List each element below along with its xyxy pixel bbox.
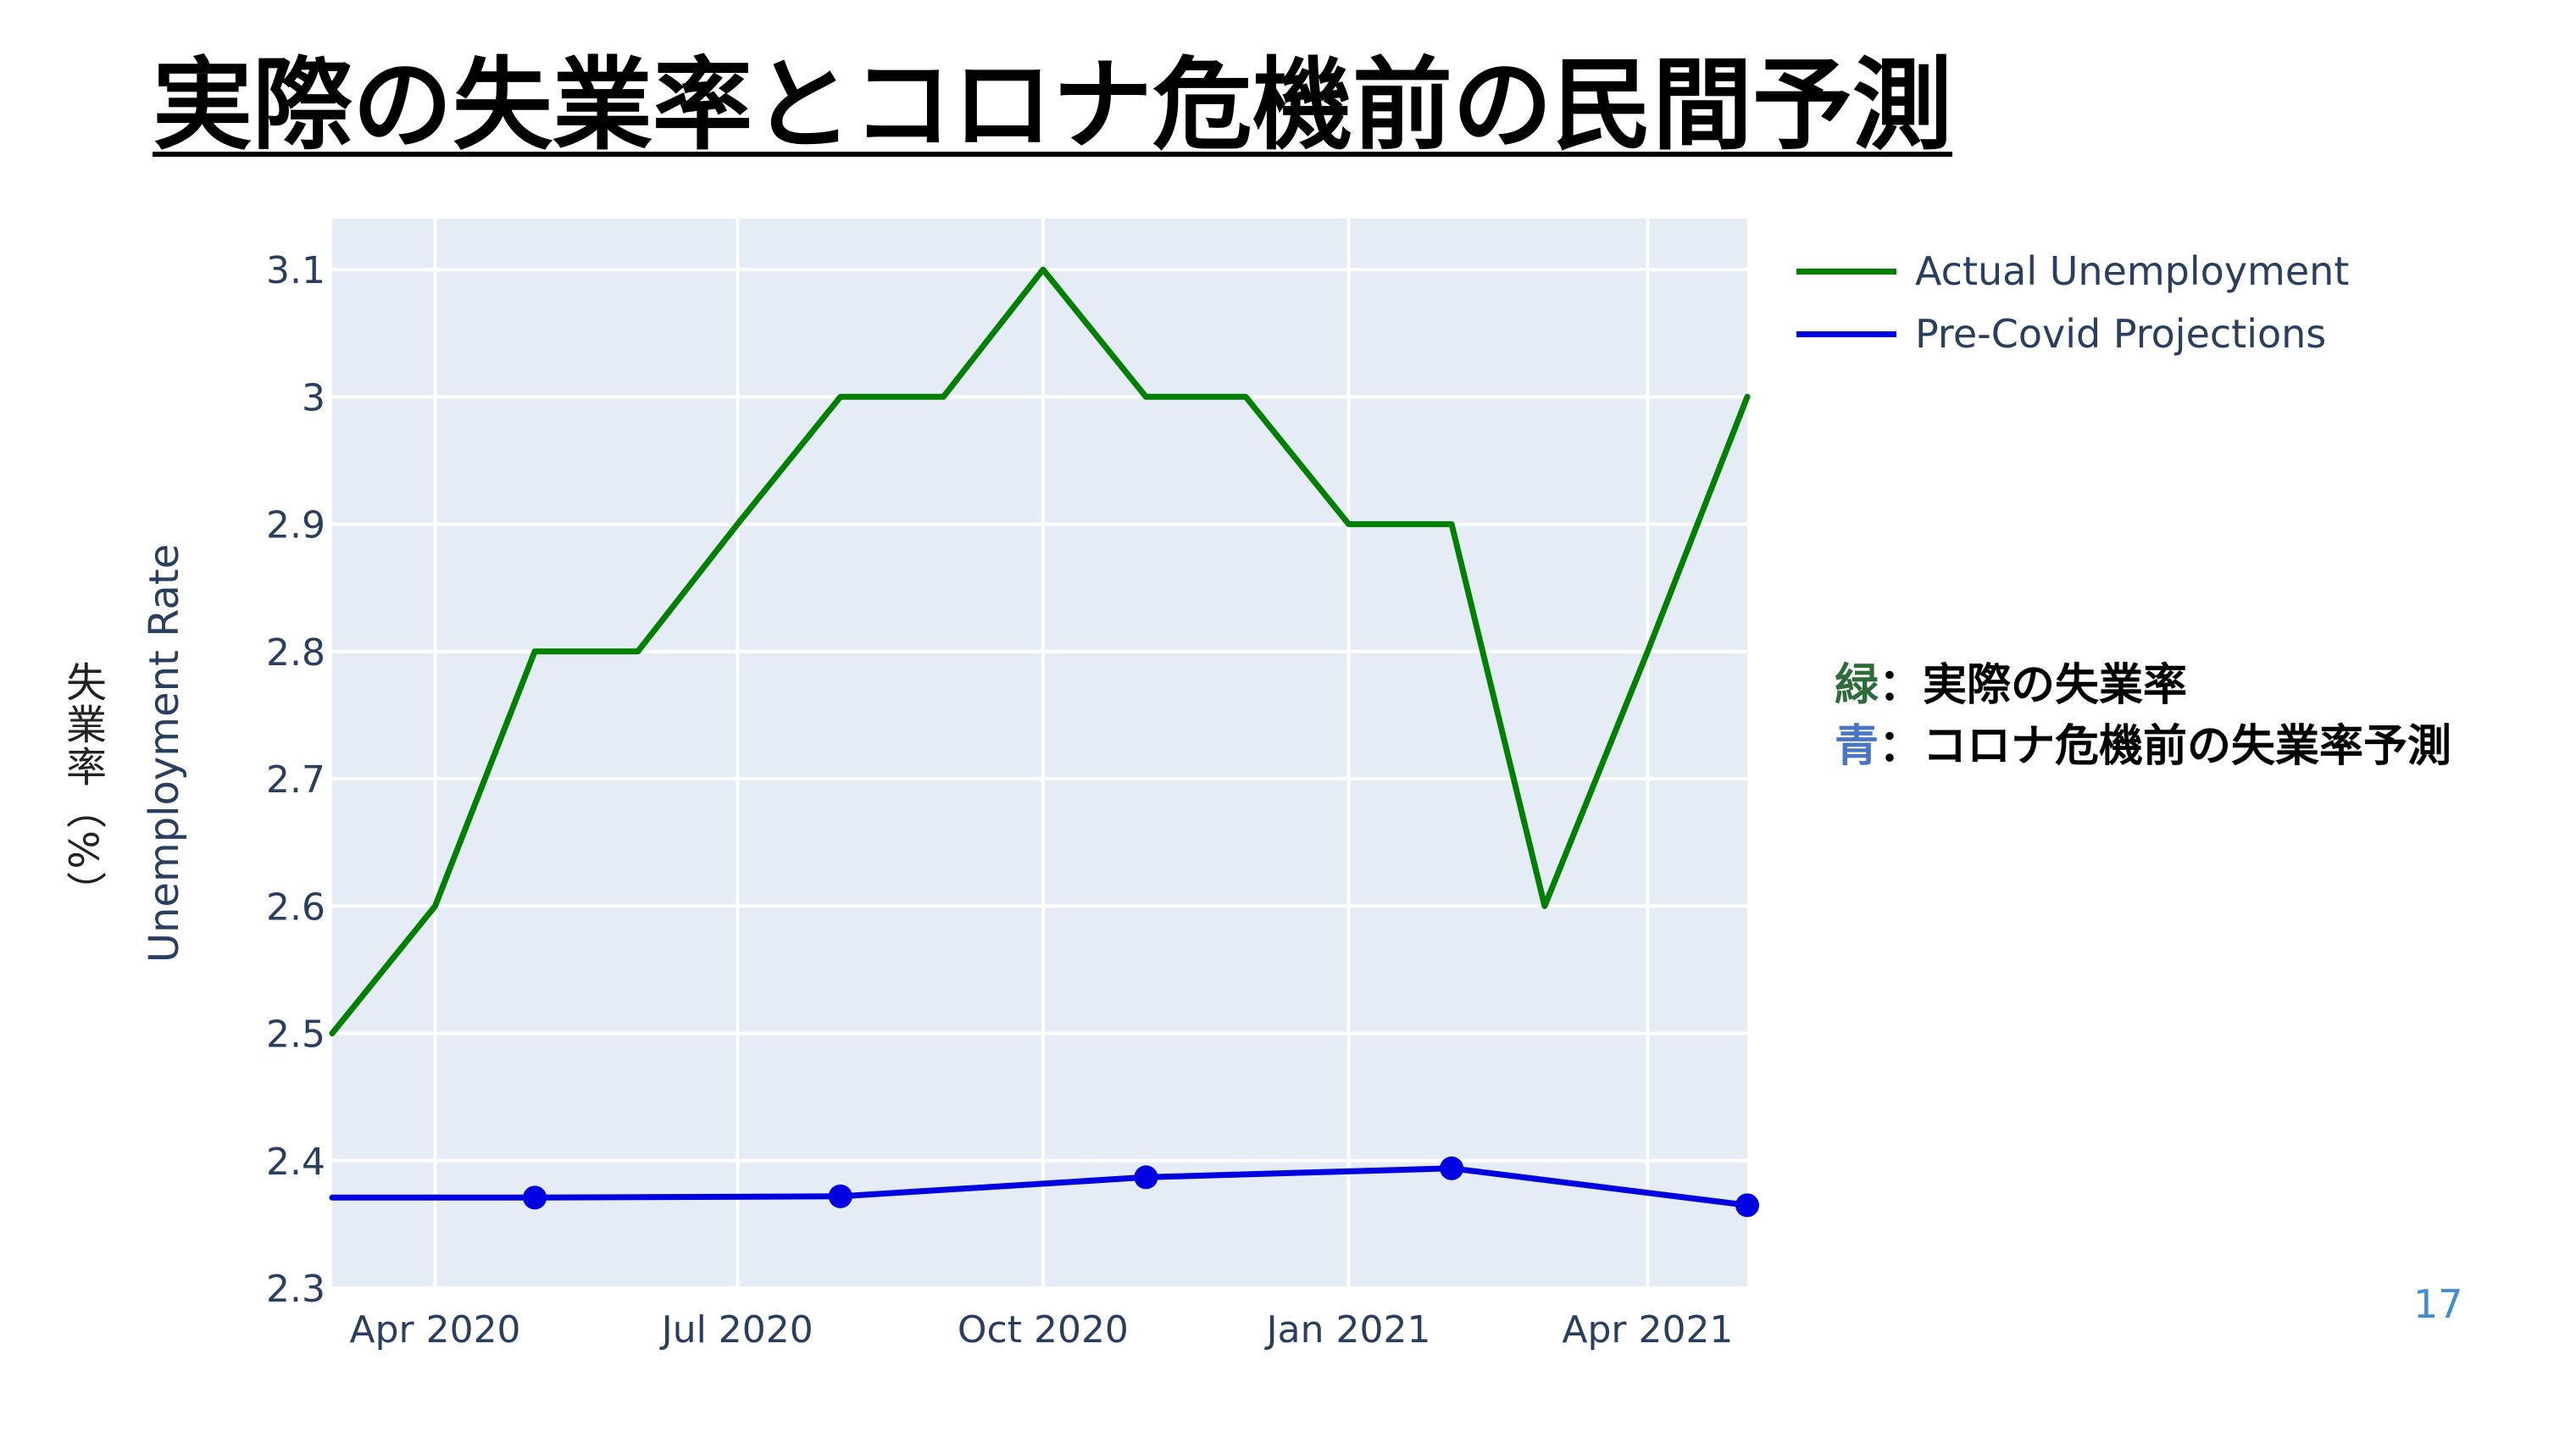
y-gridlines xyxy=(332,268,1747,1290)
x-tick-label: Jul 2020 xyxy=(659,1308,813,1352)
note-blue-key: 青 xyxy=(1835,721,1879,772)
data-point-marker xyxy=(1134,1165,1158,1190)
x-tick-label: Apr 2021 xyxy=(1562,1308,1733,1352)
legend-line-projection xyxy=(1796,330,1896,337)
legend-label-projection: Pre-Covid Projections xyxy=(1915,311,2327,357)
note-green-text: ：実際の失業率 xyxy=(1879,660,2188,711)
note-green-key: 緑 xyxy=(1835,660,1879,711)
data-point-marker xyxy=(828,1184,852,1208)
data-point-marker xyxy=(1440,1156,1464,1180)
note-blue: 青：コロナ危機前の失業率予測 xyxy=(1835,710,2451,774)
series-line-projection xyxy=(329,1165,1751,1208)
y-tick-label: 2.4 xyxy=(266,1141,325,1184)
japanese-y-axis-label: 失業率（%） xyxy=(58,661,106,913)
y-tick-label: 2.8 xyxy=(266,631,325,675)
y-tick-labels: 2.3 2.4 2.5 2.6 2.7 2.8 2.9 3 3.1 xyxy=(266,249,325,1311)
y-tick-label: 2.9 xyxy=(266,504,325,547)
y-tick-label: 2.6 xyxy=(266,886,325,929)
y-tick-label: 2.5 xyxy=(266,1013,325,1057)
note-green: 緑：実際の失業率 xyxy=(1835,649,2187,713)
y-tick-label: 2.3 xyxy=(266,1268,325,1311)
x-tick-label: Oct 2020 xyxy=(958,1308,1129,1352)
series-line-actual xyxy=(329,266,1751,1036)
x-tick-labels: Apr 2020 Jul 2020 Oct 2020 Jan 2021 Apr 2021 xyxy=(349,1308,1733,1352)
legend-item-actual: Actual Unemployment xyxy=(1796,246,2349,297)
series-layer xyxy=(329,266,1759,1218)
plot-background xyxy=(332,219,1747,1288)
data-point-marker xyxy=(1735,1193,1759,1218)
y-tick-label: 3.1 xyxy=(266,249,325,292)
y-tick-label: 2.7 xyxy=(266,758,325,802)
legend-item-projection: Pre-Covid Projections xyxy=(1796,308,2326,359)
x-tick-label: Jan 2021 xyxy=(1264,1308,1431,1352)
y-axis-title: Unemployment Rate xyxy=(141,544,188,963)
page-number: 17 xyxy=(2413,1281,2463,1327)
legend-line-actual xyxy=(1796,268,1896,275)
data-point-marker xyxy=(523,1185,547,1210)
slide-title: 実際の失業率とコロナ危機前の民間予測 xyxy=(153,47,1953,164)
legend-label-actual: Actual Unemployment xyxy=(1915,248,2350,294)
note-blue-text: ：コロナ危機前の失業率予測 xyxy=(1879,721,2452,772)
x-tick-label: Apr 2020 xyxy=(349,1308,520,1352)
y-tick-label: 3 xyxy=(302,376,325,419)
